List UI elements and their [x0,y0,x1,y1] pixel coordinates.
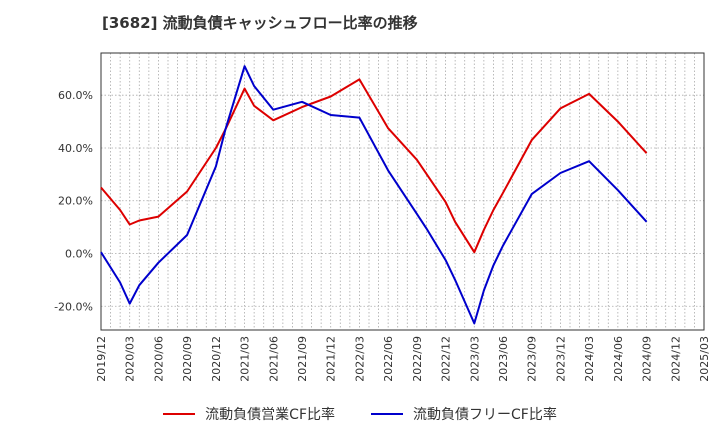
y-tick-label: 20.0% [58,195,93,208]
chart-plot-area: 60.0% 40.0% 20.0% 0.0% -20.0% 2019/12 2020/03 2… [54,52,711,382]
x-tick-label: 2023/03 [468,336,481,382]
x-tick-label: 2022/12 [440,336,453,382]
x-tick-label: 2020/06 [152,336,165,382]
y-tick-label: 40.0% [58,142,93,155]
chart-legend: 流動負債営業CF比率 流動負債フリーCF比率 [0,404,720,424]
legend-label-operating-cf: 流動負債営業CF比率 [205,407,335,423]
chart-title: [3682] 流動負債キャッシュフロー比率の推移 [102,14,418,32]
x-tick-label: 2019/12 [95,336,108,382]
x-tick-label: 2023/06 [497,336,510,382]
x-tick-label: 2020/12 [210,336,223,382]
legend-swatch-red [163,413,196,415]
x-tick-label: 2021/09 [296,336,309,382]
x-tick-label: 2020/03 [124,336,137,382]
x-tick-label: 2021/03 [239,336,252,382]
x-tick-label: 2025/03 [698,336,711,382]
series-line-operating-cf [100,78,648,254]
x-tick-label: 2023/09 [526,336,539,382]
y-tick-label: 60.0% [58,89,93,102]
y-tick-label: 0.0% [65,247,93,260]
x-tick-label: 2022/06 [382,336,395,382]
x-tick-label: 2021/06 [267,336,280,382]
legend-label-free-cf: 流動負債フリーCF比率 [413,407,557,423]
x-tick-label: 2024/03 [583,336,596,382]
x-tick-label: 2024/09 [641,336,654,382]
x-tick-label: 2024/12 [669,336,682,382]
plot-frame [100,52,705,331]
x-tick-label: 2020/09 [181,336,194,382]
legend-item-free-cf: 流動負債フリーCF比率 [371,404,557,424]
legend-item-operating-cf: 流動負債営業CF比率 [163,404,335,424]
legend-swatch-blue [371,413,403,415]
x-tick-label: 2022/03 [353,336,366,382]
series-line-free-cf [100,65,648,325]
x-tick-label: 2023/12 [554,336,567,382]
y-tick-label: -20.0% [54,300,93,313]
x-tick-label: 2021/12 [325,336,338,382]
x-tick-label: 2024/06 [612,336,625,382]
x-tick-label: 2022/09 [411,336,424,382]
